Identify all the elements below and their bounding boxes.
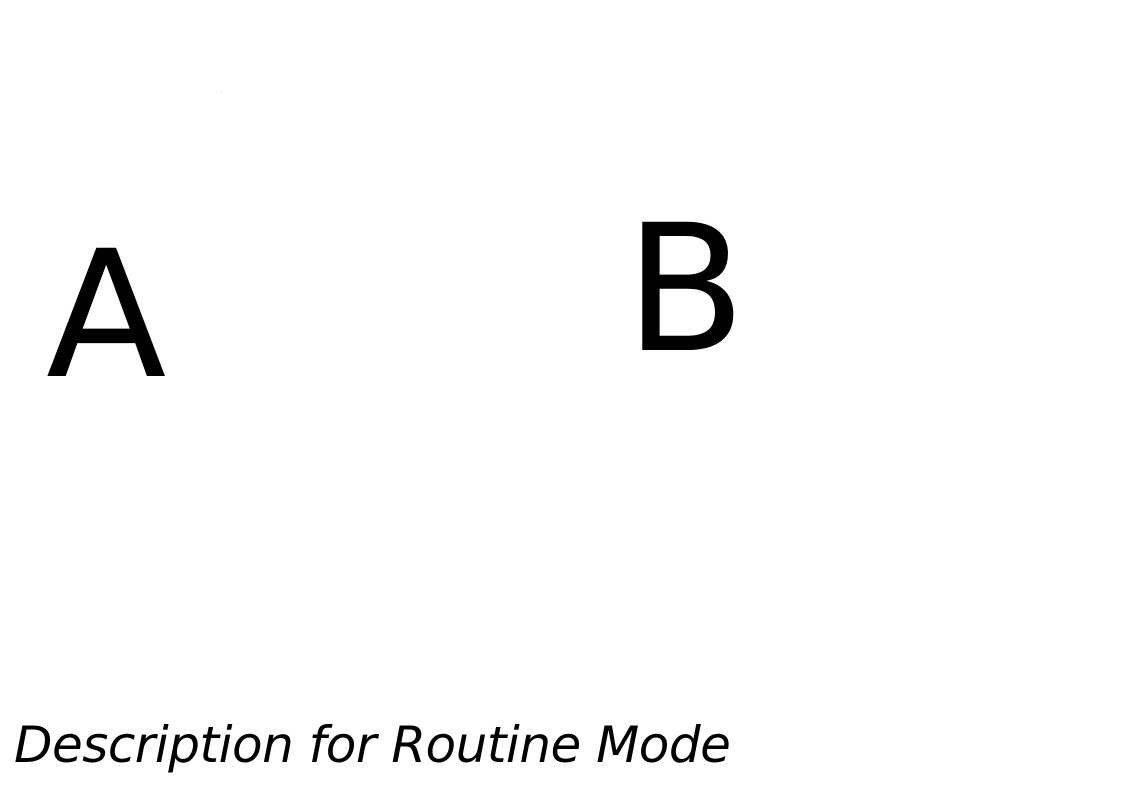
mode-description: Description for Routine Mode	[14, 716, 731, 774]
label-a: A	[46, 213, 167, 418]
label-b: B	[625, 187, 746, 392]
speck-dot	[221, 92, 222, 93]
